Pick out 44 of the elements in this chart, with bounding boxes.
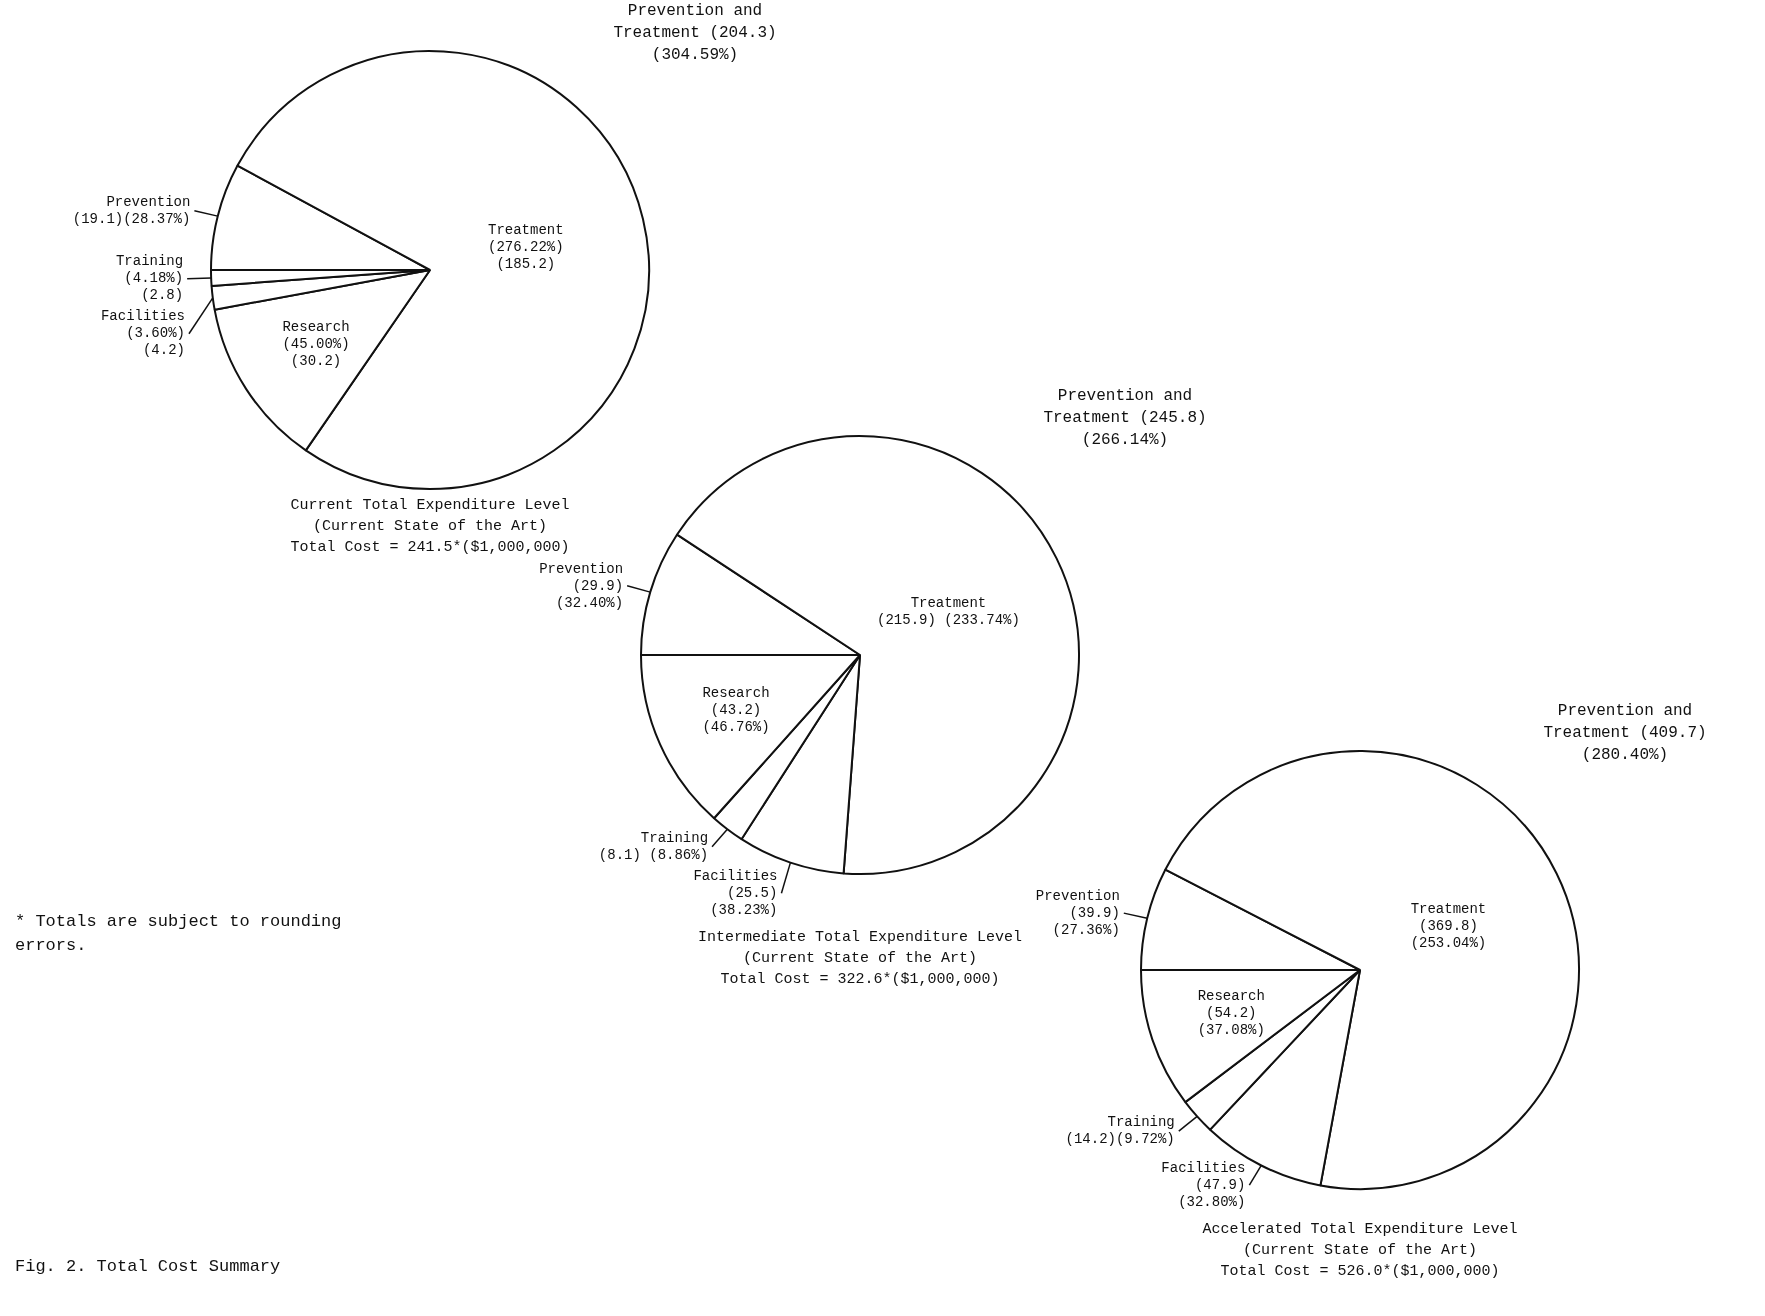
text: Prevention and Treatment (204.3) (304.59%) [612,1,778,66]
data-label: (276.22%) (185.2) [488,238,564,272]
text: Prevention and Treatment (245.8) (266.14%) [1042,386,1208,451]
data-label: (19.1)(28.37%) [72,210,191,227]
slice-label: Treatment [1410,901,1487,918]
data-label: (14.2)(9.72%) [1065,1131,1175,1148]
slice-label: Research [702,685,770,702]
caption: Fig. 2. Total Cost Summary [15,1256,282,1278]
slice-label: Training [1107,1114,1175,1131]
data-label: (8.1) (8.86%) [598,846,709,863]
slice-label: Research [1197,987,1265,1004]
text: Accelerated Total Expenditure Level [1201,1219,1519,1240]
data-label: (4.18%) (2.8) [124,270,184,304]
data-label: (29.9) (32.40%) [555,577,624,611]
text: Intermediate Total Expenditure Level [697,928,1023,946]
text: Prevention and Treatment (409.7) (280.40%) [1542,701,1708,766]
data-label: (215.9) (233.74%) [877,611,1020,628]
data-label: (3.60%) (4.2) [126,325,185,359]
slice-label: Prevention [106,193,191,210]
text: Current Total Expenditure Level [289,496,571,516]
slice-label: Training [640,829,709,846]
text: Total Cost = 322.6*($1,000,000) [719,969,1001,990]
slice-label: Prevention [1035,887,1120,904]
data-label: (47.9) (32.80%) [1178,1176,1246,1210]
slice-label: Training [115,253,184,270]
data-label: (45.00%) (30.2) [282,335,350,369]
data-label: (369.8) (253.04%) [1410,918,1487,952]
data-label: (25.5) (38.23%) [710,884,778,918]
slice-label: Prevention [539,560,624,577]
slice-label: Facilities [1161,1159,1246,1176]
data-label: (43.2) (46.76%) [702,702,770,736]
slice-label: Facilities [100,308,185,325]
slice-label: Treatment [488,221,564,238]
text: (Current State of the Art) [311,517,548,537]
text: * Totals are subject to rounding errors. [15,911,343,957]
slice-label: Research [282,318,350,335]
text: Total Cost = 526.0*($1,000,000) [1219,1261,1501,1282]
text: (Current State of the Art) [1241,1240,1478,1261]
data-label: (39.9) (27.36%) [1052,904,1120,938]
slice-label: Treatment [910,594,987,611]
text: Total Cost = 241.5*($1,000,000) [289,538,571,558]
slice-label: Facilities [693,867,778,884]
text: (Current State of the Art) [741,948,978,969]
data-label: (54.2) (37.08%) [1197,1004,1265,1038]
